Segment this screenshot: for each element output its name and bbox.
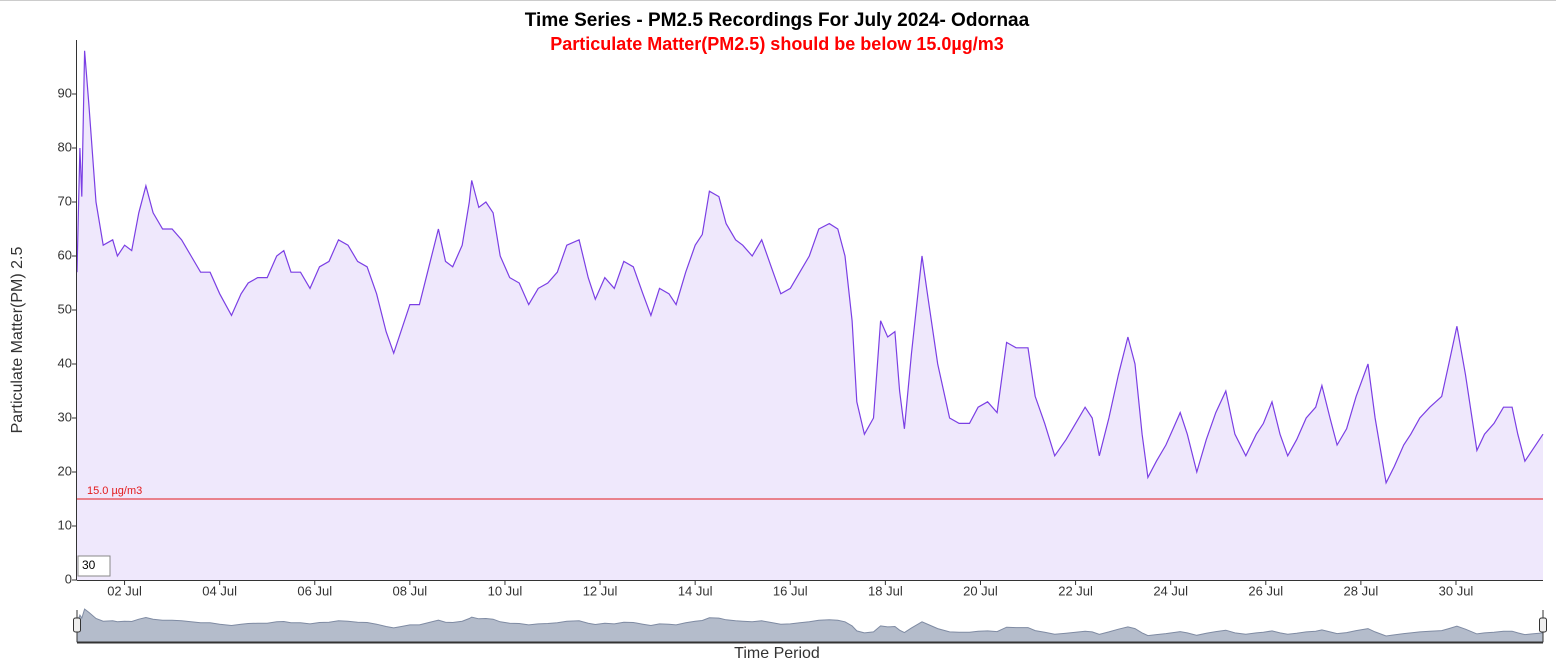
y-tick-label: 10 (58, 517, 72, 532)
x-tick-label: 06 Jul (297, 583, 332, 598)
y-tick-label: 30 (58, 409, 72, 424)
x-tick-label: 22 Jul (1058, 583, 1093, 598)
x-tick-label: 18 Jul (868, 583, 903, 598)
y-tick-label: 50 (58, 301, 72, 316)
x-tick-label: 16 Jul (773, 583, 808, 598)
x-tick-label: 04 Jul (202, 583, 237, 598)
series-line (76, 50, 1544, 485)
threshold-label: 15.0 µg/m3 (87, 485, 142, 497)
y-tick-label: 60 (58, 247, 72, 262)
x-tick-label: 02 Jul (107, 583, 142, 598)
y-tick-label: 90 (58, 85, 72, 100)
x-tick-label: 28 Jul (1344, 583, 1379, 598)
y-tick-label: 80 (58, 139, 72, 154)
chart-subtitle: Particulate Matter(PM2.5) should be belo… (550, 34, 1003, 54)
x-tick-label: 26 Jul (1248, 583, 1283, 598)
x-tick-label: 24 Jul (1153, 583, 1188, 598)
x-tick-label: 10 Jul (488, 583, 523, 598)
x-tick-label: 08 Jul (393, 583, 428, 598)
x-tick-label: 14 Jul (678, 583, 713, 598)
x-tick-label: 12 Jul (583, 583, 618, 598)
area-fill (77, 50, 1543, 581)
roll-period-value: 30 (82, 558, 96, 572)
x-tick-label: 30 Jul (1439, 583, 1474, 598)
x-axis-title: Time Period (734, 645, 820, 662)
range-selector-area (76, 608, 1544, 643)
y-tick-label: 0 (65, 571, 72, 586)
roll-period-input[interactable] (77, 555, 111, 577)
y-tick-label: 40 (58, 355, 72, 370)
range-handle[interactable] (73, 617, 81, 633)
y-tick-label: 70 (58, 193, 72, 208)
chart-title: Time Series - PM2.5 Recordings For July … (525, 10, 1030, 31)
y-tick-label: 20 (58, 463, 72, 478)
y-axis-title: Particulate Matter(PM) 2.5 (9, 247, 26, 434)
x-tick-label: 20 Jul (963, 583, 998, 598)
range-handle[interactable] (1539, 617, 1547, 633)
